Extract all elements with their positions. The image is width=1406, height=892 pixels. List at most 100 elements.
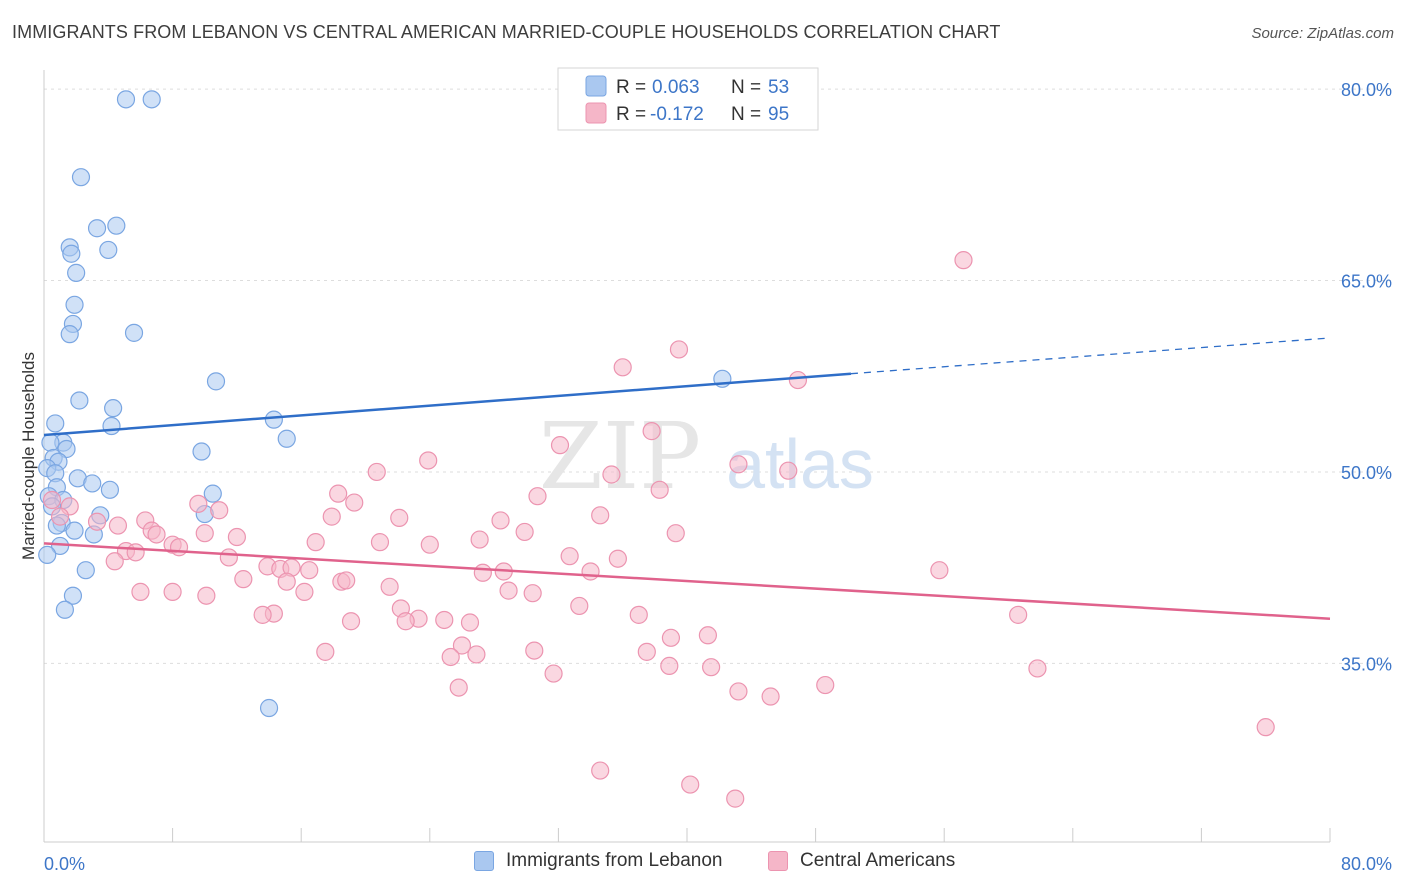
point-central-americans [449,678,468,697]
point-lebanon [62,244,81,263]
point-central-americans [702,658,721,677]
y-tick-label: 80.0% [1341,80,1392,100]
point-central-americans [435,610,454,630]
point-central-americans [277,572,296,591]
x-tick-label-start: 0.0% [44,854,85,874]
point-central-americans [452,636,472,655]
point-central-americans [642,422,661,441]
point-central-americans [42,490,62,510]
y-tick-label: 65.0% [1341,272,1392,292]
point-central-americans [1028,659,1047,678]
point-central-americans [420,535,439,554]
point-central-americans [195,524,214,543]
point-central-americans [661,628,681,647]
tick-labels: 35.0% 50.0% 65.0% 80.0% 0.0% 80.0% [44,80,1392,874]
point-central-americans [126,543,145,562]
x-tick-label-end: 80.0% [1341,854,1392,874]
legend-n-label-2: N = [731,104,761,125]
point-central-americans [1256,718,1275,737]
point-central-americans [396,612,415,631]
point-central-americans [189,494,208,513]
point-central-americans [147,525,166,544]
point-lebanon [67,263,86,282]
point-central-americans [419,451,438,470]
point-central-americans [163,582,182,601]
point-central-americans [295,582,314,601]
point-central-americans [253,605,272,624]
point-central-americans [560,547,579,566]
point-lebanon [65,521,84,540]
point-lebanon [107,216,126,235]
point-lebanon [70,391,89,410]
y-axis-label-group: Married-couple Households [19,352,38,560]
legend-stats: R = 0.063 N = 53 R = -0.172 N = 95 [557,67,819,131]
chart-title: IMMIGRANTS FROM LEBANON VS CENTRAL AMERI… [12,22,1001,42]
point-central-americans [525,641,544,660]
point-central-americans [650,480,669,499]
point-central-americans [345,493,364,512]
point-central-americans [729,682,748,701]
point-lebanon [259,698,279,718]
point-central-americans [322,507,341,526]
point-central-americans [613,358,632,377]
legend-r-value-1: 0.063 [652,77,700,98]
point-central-americans [608,549,627,568]
point-central-americans [660,656,679,676]
legend-swatch-lebanon [474,851,494,871]
point-central-americans [210,501,229,520]
axes [43,70,1331,843]
point-lebanon [192,442,211,461]
point-central-americans [470,530,489,549]
point-lebanon [87,219,107,238]
trend-line-central-americans [43,542,1331,620]
point-central-americans [473,563,492,582]
trend-line-lebanon-extension [850,337,1331,375]
legend-n-value-1: 53 [768,77,789,98]
y-tick-label: 50.0% [1341,463,1392,483]
point-lebanon [76,561,95,580]
watermark-atlas: atlas [726,425,874,503]
point-lebanon [203,484,222,503]
point-central-americans [234,570,253,589]
point-central-americans [441,647,460,667]
legend-label-central-americans: Central Americans [800,850,956,871]
point-central-americans [370,533,390,552]
point-central-americans [499,581,518,600]
watermark-zip: ZIP [539,403,701,510]
legend-item-lebanon: Immigrants from Lebanon [474,850,723,872]
point-central-americans [581,562,600,581]
trend-lines [43,337,1331,620]
point-central-americans [570,596,589,616]
point-central-americans [108,516,128,535]
point-central-americans [227,527,246,547]
point-central-americans [666,524,685,543]
point-central-americans [761,687,780,706]
point-central-americans [698,626,717,645]
legend-r-label-1: R = [616,77,646,98]
point-lebanon [99,240,118,260]
point-central-americans [602,465,621,484]
point-central-americans [306,533,325,552]
point-central-americans [87,512,107,531]
legend-n-value-2: 95 [768,104,789,125]
y-axis-label: Married-couple Households [19,352,38,560]
point-lebanon [60,325,79,344]
source-credit: Source: ZipAtlas.com [1251,25,1394,42]
point-lebanon [65,295,84,314]
point-central-americans [669,340,689,359]
point-lebanon [83,474,102,493]
point-lebanon [71,168,91,187]
point-central-americans [681,775,700,794]
point-lebanon [104,399,123,418]
legend-label-lebanon: Immigrants from Lebanon [506,850,723,871]
point-central-americans [131,582,150,601]
point-lebanon [142,90,161,109]
point-central-americans [637,642,656,661]
point-central-americans [50,507,70,526]
point-central-americans [329,484,348,503]
point-central-americans [341,612,361,631]
point-central-americans [1009,605,1028,624]
point-central-americans [197,586,216,605]
point-central-americans [779,461,798,480]
